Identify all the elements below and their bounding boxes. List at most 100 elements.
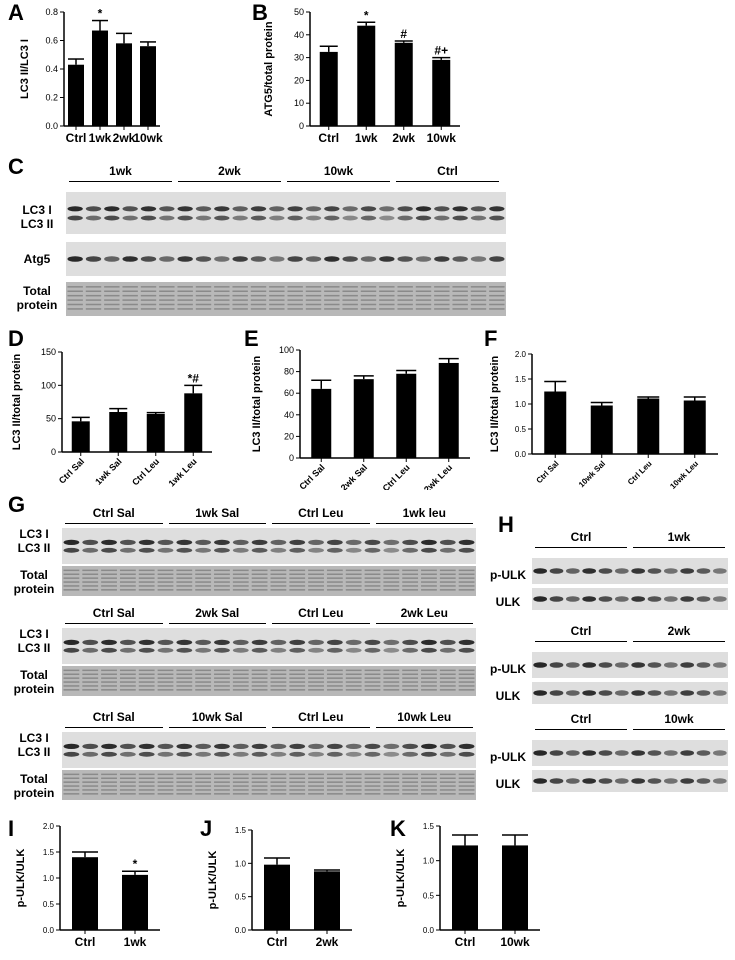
band-lower: [397, 215, 413, 221]
blot-h-ulk: [532, 770, 728, 792]
band-upper: [458, 743, 475, 749]
protein-band: [122, 294, 138, 297]
band-upper: [251, 743, 268, 749]
protein-band: [289, 689, 306, 691]
protein-band: [270, 673, 287, 675]
protein-band: [458, 673, 475, 675]
band-lower: [270, 647, 287, 653]
band-lower: [383, 751, 400, 757]
protein-band: [214, 785, 230, 787]
blot-g-group-label: Ctrl Sal: [92, 506, 135, 520]
band: [696, 596, 711, 602]
protein-band: [345, 777, 362, 779]
protein-band: [421, 569, 437, 572]
protein-band: [326, 777, 343, 779]
band-upper: [232, 539, 249, 545]
blot-h-row-label-pulk: p-ULK: [490, 750, 526, 764]
band-upper: [470, 206, 487, 212]
band-upper: [364, 539, 381, 545]
protein-band: [250, 286, 267, 288]
protein-band: [289, 773, 306, 776]
band: [680, 596, 695, 602]
y-tick-label: 100: [41, 380, 56, 390]
x-tick-label: 10wk: [427, 131, 457, 145]
protein-band: [421, 581, 437, 583]
protein-band: [177, 303, 193, 306]
band-upper: [289, 539, 306, 545]
blot-background: [62, 628, 476, 664]
panel-letter-g: G: [8, 492, 26, 517]
protein-band: [214, 669, 230, 672]
protein-band: [452, 303, 468, 306]
protein-band: [345, 569, 362, 572]
band: [85, 256, 102, 262]
y-tick-label: 40: [284, 410, 294, 420]
protein-band: [138, 669, 155, 672]
protein-band: [383, 685, 400, 687]
band-upper: [159, 206, 175, 212]
protein-band: [305, 290, 322, 292]
band-lower: [439, 647, 456, 653]
bar: [264, 864, 290, 930]
band-upper: [439, 743, 456, 749]
protein-band: [270, 577, 287, 579]
band-upper: [434, 206, 450, 212]
protein-band: [63, 773, 80, 776]
band-upper: [176, 639, 193, 645]
protein-band: [383, 569, 400, 572]
blot-g-group-label: Ctrl Leu: [298, 710, 344, 724]
protein-band: [421, 793, 437, 795]
band-lower: [157, 547, 174, 553]
band: [533, 596, 548, 602]
bar: [683, 400, 706, 454]
protein-band: [470, 294, 487, 297]
protein-band: [232, 673, 249, 675]
bar: [140, 46, 156, 127]
y-tick-label: 0.5: [515, 425, 527, 434]
band-lower: [270, 547, 287, 553]
protein-band: [250, 294, 267, 297]
blot-g-group-label: Ctrl Leu: [298, 606, 344, 620]
blot-background: [62, 732, 476, 768]
protein-band: [82, 689, 99, 691]
protein-band: [214, 286, 230, 288]
protein-band: [326, 569, 343, 572]
protein-band: [289, 685, 306, 687]
protein-band: [157, 781, 174, 783]
significance-mark: #+: [434, 44, 448, 58]
band-upper: [458, 539, 475, 545]
protein-band: [63, 569, 80, 572]
protein-band: [63, 585, 80, 587]
protein-band: [101, 689, 117, 691]
protein-band: [82, 681, 99, 683]
panel-letter-e: E: [244, 326, 259, 351]
band-lower: [63, 647, 80, 653]
band: [663, 750, 678, 756]
protein-band: [287, 308, 303, 310]
protein-band: [157, 589, 174, 591]
protein-band: [452, 290, 468, 292]
x-tick-label: 2wk Leu: [422, 462, 454, 490]
protein-band: [439, 685, 456, 687]
protein-band: [122, 286, 138, 288]
protein-band: [452, 294, 468, 297]
protein-band: [439, 673, 456, 675]
band-lower: [326, 751, 343, 757]
protein-band: [308, 669, 324, 672]
blot-g-group-label: 1wk leu: [402, 506, 446, 520]
protein-band: [308, 773, 324, 776]
protein-band: [195, 785, 212, 787]
blot-h-row-label-ulk: ULK: [495, 689, 521, 703]
protein-band: [342, 299, 358, 301]
y-tick-label: 50: [46, 414, 56, 424]
protein-band: [270, 589, 287, 591]
bar: [432, 59, 451, 126]
blot-h-group-label: Ctrl: [570, 624, 592, 638]
band-upper: [119, 539, 136, 545]
band-lower: [82, 751, 99, 757]
protein-band: [232, 789, 249, 791]
protein-band: [269, 308, 285, 310]
protein-band: [82, 773, 99, 776]
x-tick-label: 2wk: [392, 131, 415, 145]
band: [269, 256, 285, 262]
